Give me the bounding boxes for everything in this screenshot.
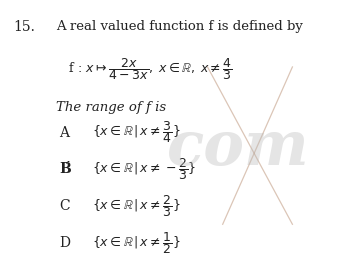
Text: The range of f is: The range of f is	[56, 101, 166, 114]
Text: A: A	[59, 126, 69, 139]
Text: A real valued function f is defined by: A real valued function f is defined by	[56, 20, 303, 33]
Text: $\{x \in \mathbb{R}\,|\, x \neq \dfrac{3}{4}\}$: $\{x \in \mathbb{R}\,|\, x \neq \dfrac{3…	[92, 120, 181, 145]
Text: f$\,:\,x \mapsto \dfrac{2x}{4-3x}$$,\; x \in \mathbb{R},\; x \neq \dfrac{4}{3}$: f$\,:\,x \mapsto \dfrac{2x}{4-3x}$$,\; x…	[68, 56, 233, 82]
Text: com: com	[167, 118, 309, 178]
Text: D: D	[59, 236, 70, 250]
Text: $\{x \in \mathbb{R}\,|\, x \neq \dfrac{1}{2}\}$: $\{x \in \mathbb{R}\,|\, x \neq \dfrac{1…	[92, 230, 181, 255]
Text: $\{x \in \mathbb{R}\,|\, x \neq \dfrac{2}{3}\}$: $\{x \in \mathbb{R}\,|\, x \neq \dfrac{2…	[92, 193, 181, 219]
Text: $\{x \in \mathbb{R}\,|\, x \neq -\dfrac{2}{3}\}$: $\{x \in \mathbb{R}\,|\, x \neq -\dfrac{…	[92, 156, 196, 182]
Text: B́: B́	[59, 162, 71, 176]
Text: 15.: 15.	[14, 20, 35, 34]
Text: C: C	[59, 199, 70, 213]
